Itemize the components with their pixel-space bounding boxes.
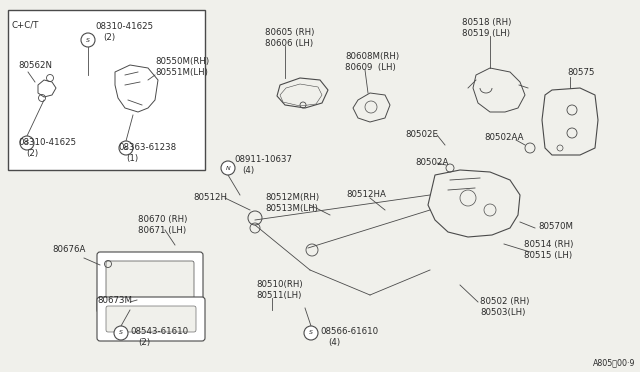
Text: S: S <box>309 330 313 336</box>
Text: 08911-10637: 08911-10637 <box>234 155 292 164</box>
Circle shape <box>119 141 133 155</box>
Text: 08566-61610: 08566-61610 <box>320 327 378 336</box>
Text: 80502AA: 80502AA <box>484 133 524 142</box>
Text: 08310-41625: 08310-41625 <box>18 138 76 147</box>
Text: 80676A: 80676A <box>52 245 85 254</box>
Text: N: N <box>226 166 230 170</box>
Text: 80608M(RH): 80608M(RH) <box>345 52 399 61</box>
Text: 80510(RH): 80510(RH) <box>256 280 303 289</box>
Text: 80575: 80575 <box>567 68 595 77</box>
Text: 80673M: 80673M <box>97 296 132 305</box>
Text: 80519 (LH): 80519 (LH) <box>462 29 510 38</box>
Text: 80513M(LH): 80513M(LH) <box>265 204 318 213</box>
Text: 80514 (RH): 80514 (RH) <box>524 240 573 249</box>
Text: (2): (2) <box>103 33 115 42</box>
Text: (1): (1) <box>126 154 138 163</box>
Text: S: S <box>25 141 29 145</box>
Text: (2): (2) <box>138 338 150 347</box>
FancyBboxPatch shape <box>97 252 203 313</box>
Text: 80562N: 80562N <box>18 61 52 71</box>
Circle shape <box>81 33 95 47</box>
Text: 08363-61238: 08363-61238 <box>118 143 176 152</box>
Text: S: S <box>86 38 90 42</box>
FancyBboxPatch shape <box>106 306 196 332</box>
Circle shape <box>114 326 128 340</box>
Text: (4): (4) <box>328 338 340 347</box>
Text: 08543-61610: 08543-61610 <box>130 327 188 336</box>
Text: S: S <box>124 145 128 151</box>
Text: (2): (2) <box>26 149 38 158</box>
Text: 80551M(LH): 80551M(LH) <box>155 68 208 77</box>
Text: 80515 (LH): 80515 (LH) <box>524 251 572 260</box>
Text: C+C/T: C+C/T <box>12 20 40 29</box>
Text: 80502E: 80502E <box>405 130 438 139</box>
FancyBboxPatch shape <box>97 297 205 341</box>
Text: 80550M(RH): 80550M(RH) <box>155 57 209 66</box>
Text: (4): (4) <box>242 166 254 175</box>
Text: 08310-41625: 08310-41625 <box>95 22 153 31</box>
Text: A805　00·9: A805 00·9 <box>593 358 635 367</box>
Text: 80518 (RH): 80518 (RH) <box>462 18 511 27</box>
Text: 80670 (RH): 80670 (RH) <box>138 215 188 224</box>
Text: 80606 (LH): 80606 (LH) <box>265 39 313 48</box>
Text: 80570M: 80570M <box>538 222 573 231</box>
Text: 80511(LH): 80511(LH) <box>256 291 301 300</box>
Text: 80512HA: 80512HA <box>346 190 386 199</box>
Text: 80671 (LH): 80671 (LH) <box>138 226 186 235</box>
FancyBboxPatch shape <box>106 261 194 304</box>
Circle shape <box>304 326 318 340</box>
Text: 80512M(RH): 80512M(RH) <box>265 193 319 202</box>
Bar <box>8 10 205 170</box>
Text: 80502A: 80502A <box>415 158 449 167</box>
Text: 80609  (LH): 80609 (LH) <box>345 63 396 72</box>
Circle shape <box>221 161 235 175</box>
Text: 80502 (RH): 80502 (RH) <box>480 297 529 306</box>
Text: 80503(LH): 80503(LH) <box>480 308 525 317</box>
Text: S: S <box>119 330 123 336</box>
Text: 80605 (RH): 80605 (RH) <box>265 28 314 37</box>
Circle shape <box>20 136 34 150</box>
Text: 80512H: 80512H <box>193 193 227 202</box>
